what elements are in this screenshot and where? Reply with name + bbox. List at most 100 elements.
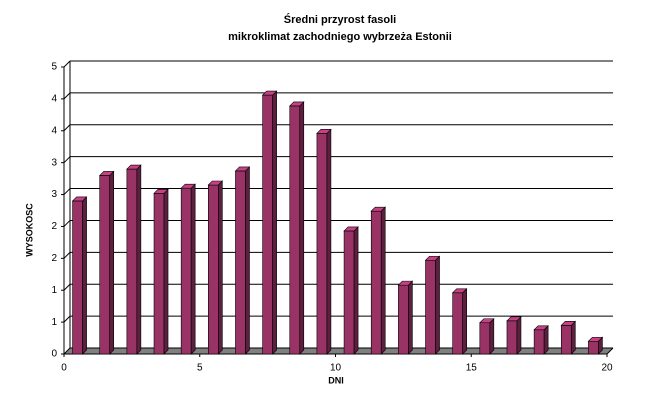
bar-front: [425, 259, 436, 355]
bar-side: [380, 206, 386, 355]
bar-front: [533, 329, 545, 355]
bar-front: [126, 168, 138, 355]
bar: [370, 206, 386, 355]
bar-top: [587, 336, 604, 342]
bar: [207, 180, 224, 355]
grid-line-side: [63, 251, 71, 259]
grid-line-side: [63, 315, 71, 323]
floor: [64, 348, 613, 354]
bar-front: [452, 292, 463, 355]
bar-side: [190, 183, 196, 355]
bar-side: [408, 280, 413, 355]
bar: [234, 166, 251, 355]
bar-front: [153, 192, 165, 355]
bar-top: [316, 129, 332, 134]
bar-side: [489, 318, 495, 355]
bar-side: [353, 226, 359, 355]
bar-side: [272, 90, 277, 355]
grid-line-side: [63, 188, 71, 195]
bar-side: [82, 196, 87, 355]
y-tick-label: 1: [51, 285, 57, 296]
x-tick-label: 5: [197, 363, 203, 374]
bar-front: [99, 175, 111, 355]
x-axis-label: DNI: [328, 375, 344, 385]
x-tick-label: 15: [466, 363, 478, 374]
bar-top: [533, 325, 549, 331]
bar-front: [343, 230, 355, 355]
grid-line-side: [63, 124, 71, 132]
bar-side: [435, 255, 440, 355]
bar-side: [299, 101, 305, 355]
bar-top: [153, 188, 169, 194]
bar: [560, 320, 576, 355]
bar-side: [245, 166, 250, 355]
bar: [506, 316, 522, 355]
y-tick-label: 2: [51, 221, 57, 232]
bar-side: [163, 188, 169, 355]
bar-front: [398, 284, 409, 355]
bar-front: [560, 324, 572, 355]
bar: [479, 318, 495, 355]
bar-side: [136, 164, 142, 355]
bar: [451, 288, 468, 355]
bar: [343, 226, 359, 355]
y-tick-label: 4: [51, 94, 57, 105]
bar-front: [479, 322, 491, 355]
x-tick-label: 0: [61, 363, 67, 374]
y-tick-label: 0: [51, 349, 57, 360]
bar-top: [479, 318, 495, 324]
bar-side: [109, 170, 115, 355]
bar-top: [343, 226, 359, 232]
bar-top: [180, 183, 196, 189]
grid-line-side: [63, 156, 71, 164]
bar-top: [397, 280, 414, 286]
bar-front: [588, 340, 599, 355]
bar: [316, 128, 332, 355]
chart-subtitle: mikroklimat zachodniego wybrzeża Estonii: [228, 31, 452, 43]
bar-front: [180, 187, 192, 355]
grid-line-side: [63, 60, 71, 68]
bar-front: [208, 184, 219, 355]
bar-front: [262, 94, 273, 355]
y-tick-label: 5: [51, 62, 57, 73]
bar-side: [570, 320, 576, 355]
bar: [261, 90, 278, 355]
bar-side: [462, 288, 467, 355]
bar-top: [71, 196, 88, 202]
bar-top: [289, 101, 305, 107]
bar-top: [560, 320, 576, 326]
bar-top: [451, 288, 468, 294]
bar-top: [126, 164, 142, 170]
bar: [153, 188, 169, 355]
bar: [180, 183, 196, 355]
bar-side: [218, 180, 223, 355]
grid-line-side: [63, 92, 71, 100]
y-tick-label: 1: [51, 317, 57, 328]
bar-front: [235, 170, 246, 355]
x-tick-label: 20: [601, 363, 613, 374]
x-axis-right: [606, 347, 614, 355]
bar: [99, 170, 115, 355]
bar-front: [72, 200, 83, 355]
bar-front: [370, 210, 382, 355]
y-tick-label: 2: [51, 253, 57, 264]
bar-top: [99, 171, 115, 176]
bar-front: [506, 320, 518, 355]
y-axis-label: WYSOKOSC: [24, 203, 34, 257]
bar-front: [289, 105, 301, 355]
chart-title: Średni przyrost fasoli: [284, 13, 396, 26]
x-tick-label: 10: [330, 363, 342, 374]
bar-top: [261, 90, 278, 96]
bar: [71, 196, 88, 355]
bar-side: [326, 128, 332, 355]
bar-top: [207, 180, 224, 186]
y-tick-label: 3: [51, 189, 57, 200]
y-tick-label: 4: [51, 125, 57, 136]
bar-side: [543, 325, 549, 355]
bar-side: [516, 316, 522, 355]
bar-top: [234, 166, 251, 172]
bar: [397, 280, 414, 355]
bar-top: [424, 255, 441, 261]
